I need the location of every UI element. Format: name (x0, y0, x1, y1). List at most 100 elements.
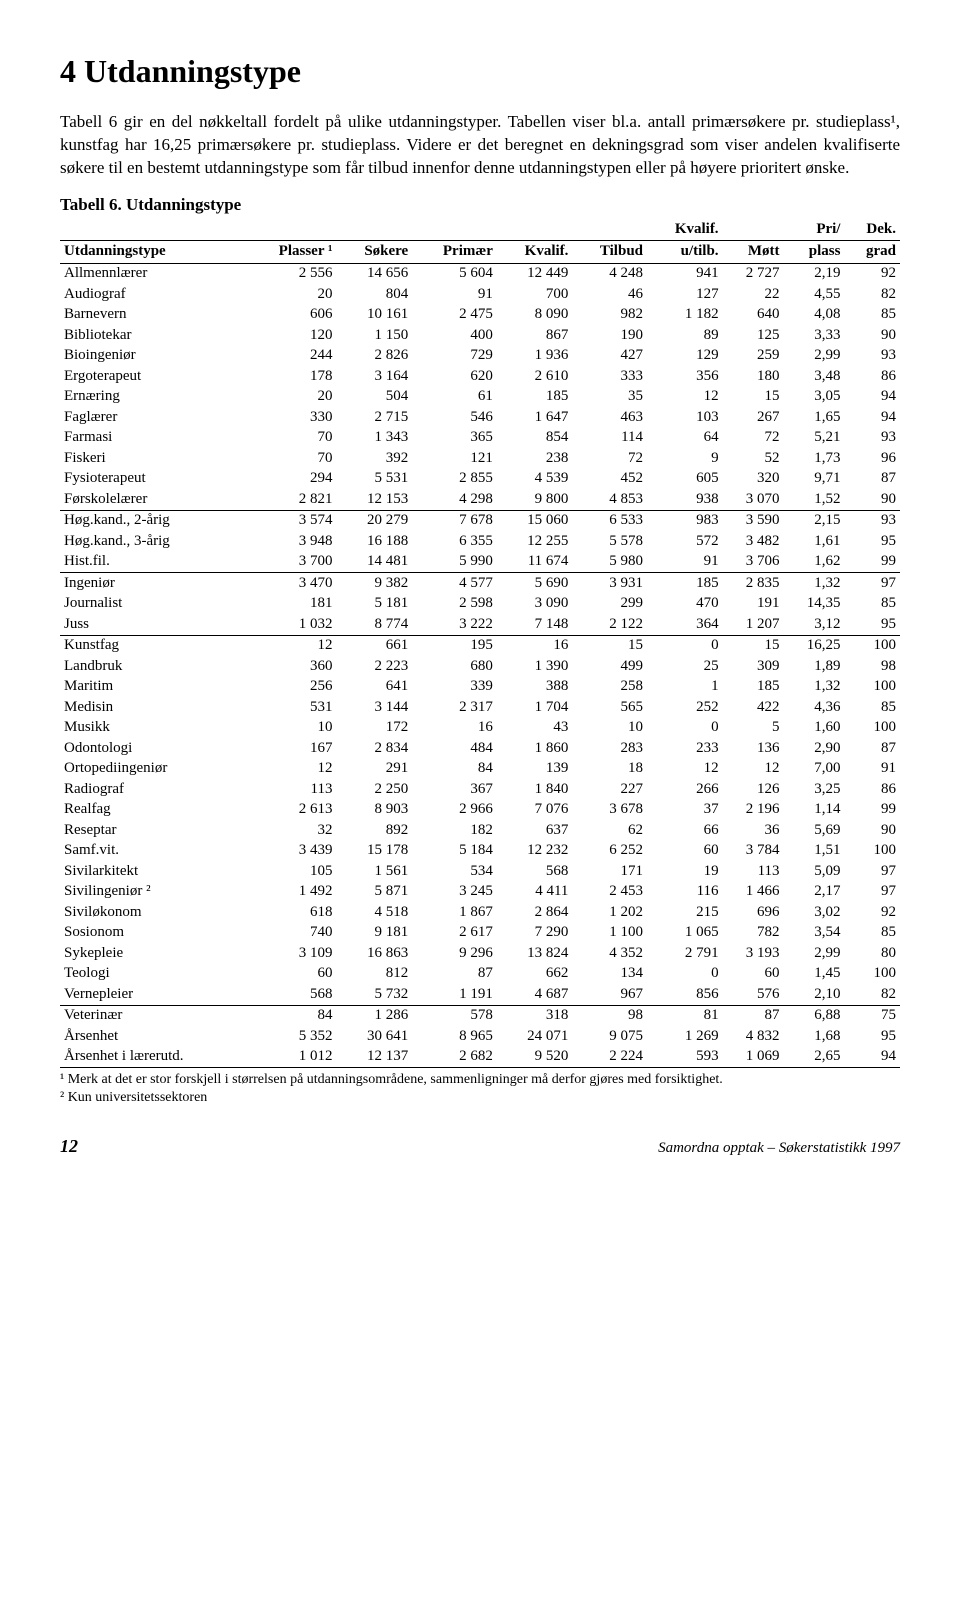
table-cell: Samf.vit. (60, 841, 246, 862)
table-cell: 499 (572, 656, 647, 677)
table-cell: 2 855 (412, 469, 497, 490)
table-cell: Sivilarkitekt (60, 861, 246, 882)
table-cell: 1 860 (497, 738, 573, 759)
table-cell: 12 255 (497, 531, 573, 552)
table-row: Journalist1815 1812 5983 09029947019114,… (60, 594, 900, 615)
table-cell: Musikk (60, 718, 246, 739)
table-cell: 94 (844, 1047, 900, 1068)
table-cell: 367 (412, 779, 497, 800)
th-mott: Møtt (723, 241, 784, 264)
table-cell: 1 647 (497, 407, 573, 428)
table-cell: 15 178 (336, 841, 412, 862)
table-cell: 982 (572, 305, 647, 326)
table-cell: 91 (844, 759, 900, 780)
table-cell: 85 (844, 697, 900, 718)
table-cell: 12 449 (497, 263, 573, 284)
table-caption: Tabell 6. Utdanningstype (60, 194, 900, 217)
table-cell: 4 352 (572, 943, 647, 964)
table-cell: 16 863 (336, 943, 412, 964)
table-cell: 360 (246, 656, 336, 677)
table-cell: 2 835 (723, 573, 784, 594)
table-cell: 95 (844, 614, 900, 635)
table-cell: 22 (723, 284, 784, 305)
table-cell: 1 032 (246, 614, 336, 635)
table-cell: 2,17 (784, 882, 845, 903)
table-cell: 13 824 (497, 943, 573, 964)
table-cell: 546 (412, 407, 497, 428)
table-cell: 504 (336, 387, 412, 408)
table-cell: 180 (723, 366, 784, 387)
table-cell: 2 598 (412, 594, 497, 615)
table-cell: 3 590 (723, 510, 784, 531)
table-cell: 620 (412, 366, 497, 387)
table-cell: 84 (412, 759, 497, 780)
table-cell: 605 (647, 469, 723, 490)
th-l1-2 (336, 219, 412, 241)
table-cell: 2,10 (784, 984, 845, 1005)
th-primar: Primær (412, 241, 497, 264)
table-cell: Ernæring (60, 387, 246, 408)
table-cell: 534 (412, 861, 497, 882)
table-cell: 227 (572, 779, 647, 800)
table-cell: 2 196 (723, 800, 784, 821)
table-cell: 3 144 (336, 697, 412, 718)
table-cell: 1 191 (412, 984, 497, 1005)
table-cell: 82 (844, 284, 900, 305)
table-cell: 854 (497, 428, 573, 449)
table-cell: 1 (647, 677, 723, 698)
table-cell: 365 (412, 428, 497, 449)
table-cell: 531 (246, 697, 336, 718)
table-cell: 2 864 (497, 902, 573, 923)
table-cell: 782 (723, 923, 784, 944)
table-cell: 0 (647, 718, 723, 739)
table-cell: 1 069 (723, 1047, 784, 1068)
table-cell: 3,48 (784, 366, 845, 387)
table-cell: 87 (723, 1005, 784, 1026)
table-row: Årsenhet i lærerutd.1 01212 1372 6829 52… (60, 1047, 900, 1068)
table-cell: Ingeniør (60, 573, 246, 594)
table-row: Musikk10172164310051,60100 (60, 718, 900, 739)
intro-paragraph: Tabell 6 gir en del nøkkeltall fordelt p… (60, 111, 900, 180)
table-cell: 12 (246, 635, 336, 656)
table-cell: 3 784 (723, 841, 784, 862)
table-cell: 244 (246, 346, 336, 367)
data-table: Kvalif. Pri/ Dek. Utdanningstype Plasser… (60, 219, 900, 1069)
table-cell: Årsenhet (60, 1026, 246, 1047)
table-row: Allmennlærer2 55614 6565 60412 4494 2489… (60, 263, 900, 284)
table-cell: 0 (647, 635, 723, 656)
table-cell: 2 556 (246, 263, 336, 284)
table-cell: 15 (572, 635, 647, 656)
th-blank (60, 219, 246, 241)
table-cell: 867 (497, 325, 573, 346)
table-cell: 2 610 (497, 366, 573, 387)
footnote-1: ¹ Merk at det er stor forskjell i større… (60, 1071, 900, 1089)
table-cell: 4 298 (412, 489, 497, 510)
table-cell: 20 (246, 284, 336, 305)
table-cell: 7 290 (497, 923, 573, 944)
table-cell: 266 (647, 779, 723, 800)
table-cell: 10 (572, 718, 647, 739)
table-row: Sivilingeniør ²1 4925 8713 2454 4112 453… (60, 882, 900, 903)
table-cell: 4 687 (497, 984, 573, 1005)
table-cell: 113 (723, 861, 784, 882)
table-cell: 30 641 (336, 1026, 412, 1047)
table-cell: 2,99 (784, 346, 845, 367)
table-cell: 1 269 (647, 1026, 723, 1047)
table-cell: 134 (572, 964, 647, 985)
table-cell: 24 071 (497, 1026, 573, 1047)
table-cell: Høg.kand., 3-årig (60, 531, 246, 552)
table-cell: 4 518 (336, 902, 412, 923)
table-cell: 8 903 (336, 800, 412, 821)
table-cell: 356 (647, 366, 723, 387)
table-cell: 14 656 (336, 263, 412, 284)
table-cell: 60 (647, 841, 723, 862)
table-cell: 72 (572, 448, 647, 469)
th-sokere: Søkere (336, 241, 412, 264)
table-cell: 422 (723, 697, 784, 718)
publication-title: Samordna opptak – Søkerstatistikk 1997 (658, 1138, 900, 1158)
table-cell: 12 232 (497, 841, 573, 862)
table-cell: 593 (647, 1047, 723, 1068)
table-cell: 4 539 (497, 469, 573, 490)
table-cell: 181 (246, 594, 336, 615)
table-cell: 9 296 (412, 943, 497, 964)
